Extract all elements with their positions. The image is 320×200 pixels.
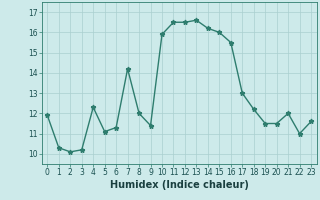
X-axis label: Humidex (Indice chaleur): Humidex (Indice chaleur)	[110, 180, 249, 190]
